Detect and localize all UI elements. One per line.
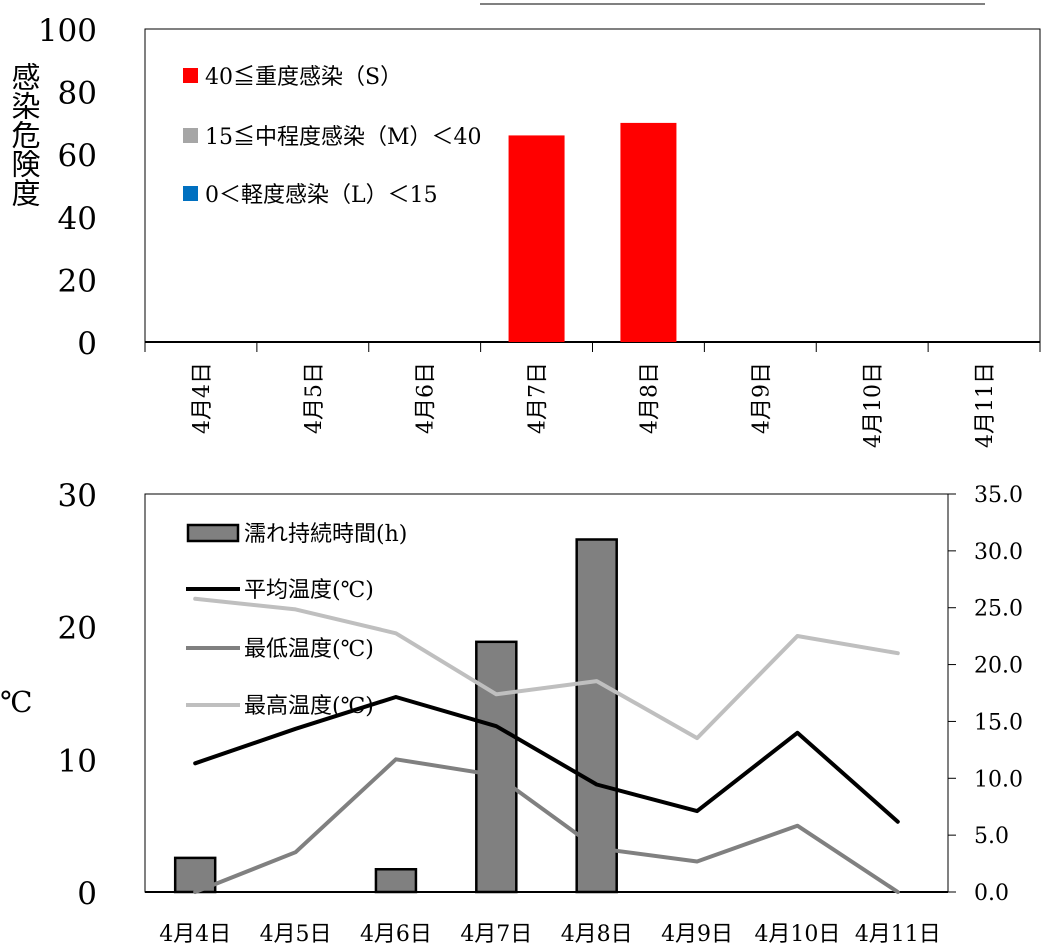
risk-x-tick-label: 4月10日 [861,362,886,448]
risk-y-tick-label: 100 [38,13,97,49]
risk-y-tick-label: 40 [58,201,97,237]
weather-right-tick-label: 10.0 [974,767,1023,792]
weather-right-tick-label: 25.0 [974,597,1023,622]
risk-legend-label: 0＜軽度感染（L）＜15 [205,183,438,208]
risk-x-tick-label: 4月4日 [190,362,215,434]
weather-left-tick-label: 10 [58,743,97,779]
weather-right-tick-label: 0.0 [974,881,1009,906]
weather-x-tick-label: 4月7日 [460,922,532,946]
weather-legend-label: 濡れ持続時間(h) [244,522,407,547]
wetness-bar [374,868,418,894]
weather-legend-label: 最高温度(℃) [244,694,374,719]
risk-y-tick-label: 20 [58,263,97,299]
weather-legend-swatch [186,523,240,543]
weather-right-tick-label: 30.0 [974,540,1023,565]
weather-right-tick-label: 15.0 [974,710,1023,735]
weather-x-tick-label: 4月4日 [159,922,231,946]
risk-legend-label: 15≦中程度感染（M）＜40 [205,125,482,150]
risk-axis-title: 感染危険度 [7,62,41,207]
wetness-bar [575,538,618,894]
avg-temp-line [193,695,900,824]
risk-x-tick-label: 4月11日 [973,362,998,448]
risk-x-tick-label: 4月5日 [302,362,327,434]
weather-right-tick-label: 5.0 [974,824,1009,849]
risk-y-tick-label: 60 [58,138,97,174]
risk-legend-swatch [183,128,198,143]
weather-right-tick-label: 35.0 [974,483,1023,508]
weather-legend-label: 最低温度(℃) [244,637,374,662]
weather-x-tick-label: 4月11日 [855,922,941,946]
risk-bar-severe [620,122,677,343]
weather-x-tick-label: 4月9日 [661,922,733,946]
weather-left-tick-label: 20 [58,611,97,647]
risk-bar-severe [508,135,565,342]
weather-left-tick-label: 0 [77,876,97,912]
risk-x-tick-label: 4月8日 [637,362,662,434]
weather-legend-label: 平均温度(℃) [244,578,374,603]
weather-plot-frame [144,493,949,893]
risk-x-tick-label: 4月6日 [414,362,439,434]
max-temp-line [193,596,900,741]
min-temp-line [193,757,900,894]
weather-left-tick-label: 30 [58,478,97,514]
weather-x-tick-label: 4月5日 [260,922,332,946]
risk-y-tick-label: 0 [77,326,97,362]
weather-x-tick-label: 4月8日 [561,922,633,946]
risk-legend-swatch [183,186,198,201]
risk-x-tick-label: 4月9日 [749,362,774,434]
risk-legend-swatch [183,68,198,83]
weather-x-tick-label: 4月10日 [754,922,840,946]
risk-legend-label: 40≦重度感染（S） [205,65,402,90]
weather-x-tick-label: 4月6日 [360,922,432,946]
weather-right-tick-label: 20.0 [974,654,1023,679]
risk-y-tick-label: 80 [58,76,97,112]
wetness-bar [475,640,518,894]
weather-left-axis-title: ℃ [0,685,32,719]
risk-x-tick-label: 4月7日 [526,362,551,434]
